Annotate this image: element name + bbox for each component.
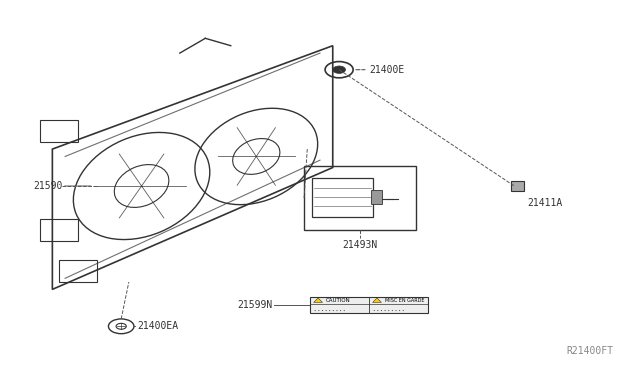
FancyBboxPatch shape bbox=[310, 297, 428, 313]
Text: CAUTION: CAUTION bbox=[326, 298, 351, 304]
Text: • • • • • • • • •: • • • • • • • • • bbox=[314, 308, 345, 312]
Text: 21411A: 21411A bbox=[527, 198, 563, 208]
Text: 21400EA: 21400EA bbox=[137, 321, 179, 331]
Text: 21590: 21590 bbox=[33, 181, 63, 191]
Text: • • • • • • • • •: • • • • • • • • • bbox=[372, 308, 404, 312]
Text: 21400E: 21400E bbox=[370, 65, 405, 75]
Text: MISC EN GARDE: MISC EN GARDE bbox=[385, 298, 424, 304]
Text: 21493N: 21493N bbox=[342, 240, 378, 250]
Text: 21599N: 21599N bbox=[237, 300, 272, 310]
Circle shape bbox=[333, 66, 346, 73]
Bar bbox=[371, 190, 383, 205]
Text: R21400FT: R21400FT bbox=[566, 346, 613, 356]
FancyBboxPatch shape bbox=[511, 181, 524, 191]
